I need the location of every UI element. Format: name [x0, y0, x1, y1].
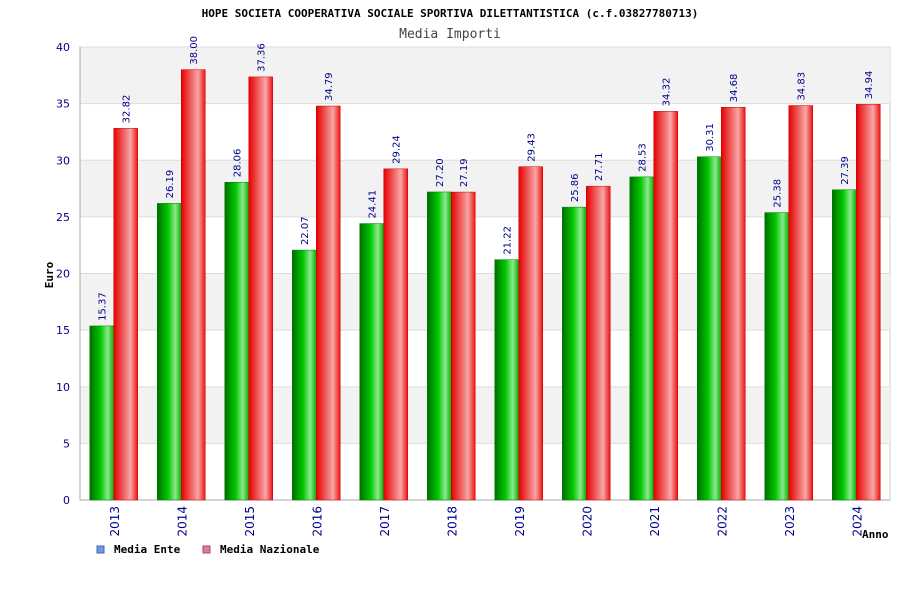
x-axis-label: Anno — [862, 528, 889, 541]
data-label: 29.43 — [527, 133, 538, 162]
bar-media-nazionale — [518, 166, 543, 501]
grid-band — [80, 386, 890, 444]
data-label: 38.00 — [189, 36, 200, 65]
data-label: 26.19 — [165, 170, 176, 199]
bar-media-ente — [494, 259, 519, 501]
x-tick-label: 2019 — [513, 506, 527, 537]
bar-media-ente — [764, 212, 789, 501]
y-tick-label: 35 — [56, 98, 70, 111]
x-axis-ticks: 2013 2014 2015 2016 2017 2018 2019 2020 2021 2022… — [108, 506, 865, 537]
bar-media-nazionale — [586, 185, 611, 501]
x-tick-label: 2017 — [378, 506, 392, 537]
data-label: 22.07 — [300, 216, 311, 245]
bar-media-ente — [89, 325, 114, 501]
bar-media-ente — [832, 189, 857, 501]
x-tick-label: 2015 — [243, 506, 257, 537]
y-tick-label: 25 — [56, 211, 70, 224]
bar-media-nazionale — [113, 128, 138, 501]
data-label: 34.83 — [797, 72, 808, 101]
bar-media-ente — [224, 181, 249, 501]
data-label: 34.79 — [324, 72, 335, 101]
y-tick-label: 40 — [56, 41, 70, 54]
bar-media-nazionale — [316, 105, 341, 501]
legend: Media Ente Media Nazionale — [96, 543, 320, 556]
data-label: 27.20 — [435, 158, 446, 187]
data-label: 28.53 — [638, 143, 649, 172]
bar-media-ente — [157, 203, 182, 501]
y-tick-label: 30 — [56, 154, 70, 167]
x-tick-label: 2024 — [850, 506, 864, 537]
data-label: 24.41 — [368, 190, 379, 219]
y-tick-label: 15 — [56, 324, 70, 337]
legend-swatch-nazionale — [202, 545, 211, 554]
y-tick-label: 0 — [63, 494, 70, 507]
data-label: 27.71 — [594, 153, 605, 182]
bar-media-ente — [562, 206, 587, 501]
data-label: 34.32 — [662, 78, 673, 107]
data-label: 25.38 — [773, 179, 784, 208]
bar-media-nazionale — [383, 168, 408, 501]
bar-media-ente — [697, 156, 722, 501]
bar-media-nazionale — [721, 106, 746, 501]
data-label: 32.82 — [122, 95, 133, 124]
y-tick-label: 10 — [56, 381, 70, 394]
chart-subtitle: Media Importi — [399, 27, 501, 42]
grid-band — [80, 47, 890, 104]
bar-media-ente — [359, 223, 384, 501]
data-label: 29.24 — [392, 135, 403, 164]
data-label: 30.31 — [705, 123, 716, 152]
data-label: 21.22 — [503, 226, 514, 255]
x-tick-label: 2023 — [783, 506, 797, 537]
legend-label-nazionale: Media Nazionale — [220, 543, 320, 556]
value-labels: 15.37 32.82 26.19 38.00 28.06 37.36 22.07 34.79… — [98, 36, 876, 321]
x-tick-label: 2022 — [715, 506, 729, 537]
y-axis-ticks: 0 5 10 15 20 25 30 35 40 — [56, 41, 70, 507]
data-label: 37.36 — [257, 43, 268, 72]
data-label: 15.37 — [98, 292, 109, 321]
bar-media-nazionale — [653, 111, 678, 501]
grid-band — [80, 273, 890, 331]
chart-title: HOPE SOCIETA COOPERATIVA SOCIALE SPORTIV… — [202, 7, 699, 20]
bar-media-nazionale — [856, 104, 881, 501]
bar-media-nazionale — [248, 76, 273, 501]
y-tick-label: 5 — [63, 437, 70, 450]
data-label: 34.68 — [729, 74, 740, 103]
grid-lines — [79, 46, 890, 501]
bar-media-ente — [292, 249, 317, 501]
x-tick-label: 2016 — [310, 506, 324, 537]
bars-group — [89, 69, 881, 501]
x-tick-label: 2021 — [648, 506, 662, 537]
x-tick-label: 2013 — [108, 506, 122, 537]
bar-media-nazionale — [451, 191, 476, 501]
x-tick-label: 2018 — [445, 506, 459, 537]
legend-swatch-ente — [96, 545, 105, 554]
x-tick-label: 2020 — [580, 506, 594, 537]
data-label: 27.19 — [459, 158, 470, 187]
bar-media-ente — [629, 176, 654, 501]
data-label: 27.39 — [840, 156, 851, 185]
x-tick-label: 2014 — [175, 506, 189, 537]
bar-media-nazionale — [788, 105, 813, 501]
bar-media-ente — [427, 191, 452, 501]
grid-band — [80, 160, 890, 217]
y-tick-label: 20 — [56, 268, 70, 281]
data-label: 34.94 — [864, 71, 875, 100]
legend-label-ente: Media Ente — [114, 543, 181, 556]
bar-media-nazionale — [181, 69, 206, 501]
y-axis-label: Euro — [43, 261, 56, 288]
data-label: 25.86 — [570, 173, 581, 202]
data-label: 28.06 — [233, 149, 244, 178]
